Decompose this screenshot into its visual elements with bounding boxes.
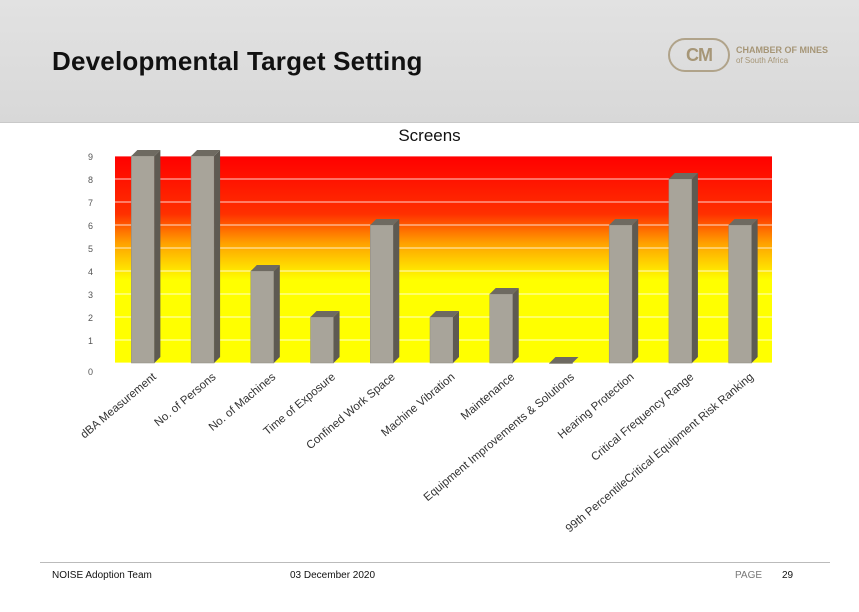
gridlines	[115, 155, 772, 364]
bar-side	[691, 173, 698, 363]
bar-top	[191, 150, 221, 156]
bar-top	[250, 265, 280, 271]
bar-top	[489, 288, 519, 294]
bar-front	[668, 178, 693, 364]
bar-side	[273, 265, 280, 363]
bar	[429, 311, 459, 364]
y-axis-ticks: 0 1 2 3 4 5 6 7 8 9	[88, 152, 93, 377]
bar	[668, 173, 698, 364]
footer-divider	[40, 562, 830, 563]
slide-title: Developmental Target Setting	[52, 46, 423, 76]
y-tick-label: 5	[88, 244, 93, 254]
bar-side	[632, 219, 639, 363]
bar-front	[728, 224, 752, 364]
bar-front	[250, 270, 275, 364]
bar-top	[668, 173, 698, 179]
bar-side	[214, 150, 221, 363]
bar-front	[429, 316, 454, 364]
bar	[489, 288, 519, 364]
footer-date: 03 December 2020	[290, 570, 376, 581]
bar-top	[310, 311, 340, 317]
bar	[310, 311, 340, 364]
bar-side	[333, 311, 340, 363]
y-tick-label: 2	[88, 313, 93, 323]
logo-text-line1: CHAMBER OF MINES	[736, 45, 828, 55]
bar-side	[751, 219, 758, 363]
y-tick-label: 6	[88, 221, 93, 231]
bar-side	[393, 219, 400, 363]
y-tick-label: 0	[88, 367, 93, 377]
chart-title: Screens	[398, 126, 461, 145]
bar-side	[154, 150, 161, 363]
y-tick-label: 1	[88, 336, 93, 346]
y-tick-label: 4	[88, 267, 93, 277]
bar-front	[549, 362, 573, 364]
y-tick-label: 7	[88, 198, 93, 208]
x-tick-label: Critical Frequency Range	[589, 371, 696, 464]
bar-side	[453, 311, 459, 363]
bar-top	[370, 219, 400, 225]
bar	[131, 150, 161, 364]
bars	[131, 150, 758, 364]
y-tick-label: 9	[88, 152, 93, 162]
bar-front	[370, 224, 394, 364]
bar	[728, 219, 758, 364]
y-tick-label: 8	[88, 175, 93, 185]
bar-top	[430, 311, 459, 317]
x-tick-label: No. of Persons	[153, 371, 219, 429]
footer-page-number: 29	[782, 570, 794, 581]
y-tick-label: 3	[88, 290, 93, 300]
bar-top	[131, 150, 161, 156]
logo-text-line2: of South Africa	[736, 56, 789, 65]
footer-page-label: PAGE	[735, 570, 763, 581]
bar-front	[489, 293, 513, 364]
bar	[549, 357, 579, 364]
bar-top	[549, 357, 579, 363]
x-tick-label: dBA Measurement	[79, 371, 160, 442]
x-tick-label: Maintenance	[459, 371, 517, 423]
bar-top	[728, 219, 758, 225]
bar	[608, 219, 639, 364]
logo-mark: CM	[668, 38, 730, 72]
bar-front	[608, 224, 633, 364]
chamber-of-mines-logo: CM CHAMBER OF MINES of South Africa	[668, 38, 833, 74]
footer-team: NOISE Adoption Team	[52, 570, 152, 581]
bar-side	[512, 288, 519, 363]
bar	[250, 265, 280, 364]
bar-front	[131, 155, 155, 364]
bar-front	[190, 155, 215, 364]
bar-top	[609, 219, 639, 225]
bar	[370, 219, 400, 364]
bar	[190, 150, 221, 364]
bar-front	[310, 316, 334, 364]
